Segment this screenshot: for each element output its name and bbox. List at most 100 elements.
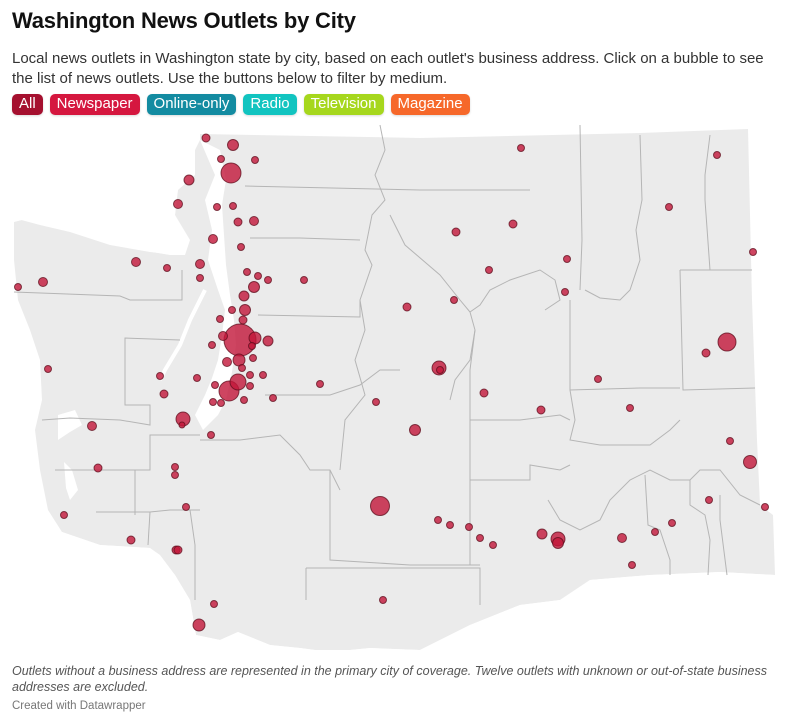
city-bubble[interactable] — [446, 521, 454, 529]
filter-all-button[interactable]: All — [12, 94, 43, 115]
city-bubble[interactable] — [552, 537, 564, 549]
city-bubble[interactable] — [436, 366, 444, 374]
city-bubble[interactable] — [238, 315, 248, 325]
city-bubble[interactable] — [171, 471, 179, 479]
city-bubble[interactable] — [14, 283, 22, 291]
filter-newspaper-button[interactable]: Newspaper — [49, 94, 140, 115]
city-bubble[interactable] — [665, 203, 673, 211]
city-bubble[interactable] — [220, 162, 242, 184]
city-bubble[interactable] — [705, 496, 713, 504]
city-bubble[interactable] — [229, 373, 247, 391]
city-bubble[interactable] — [238, 364, 246, 372]
city-bubble[interactable] — [163, 264, 171, 272]
city-bubble[interactable] — [434, 516, 442, 524]
filter-magazine-button[interactable]: Magazine — [390, 94, 470, 115]
city-bubble[interactable] — [563, 255, 571, 263]
city-bubble[interactable] — [717, 332, 737, 352]
city-bubble[interactable] — [249, 216, 259, 226]
city-bubble[interactable] — [44, 365, 52, 373]
city-bubble[interactable] — [251, 156, 259, 164]
city-bubble[interactable] — [259, 371, 267, 379]
city-bubble[interactable] — [465, 523, 473, 531]
city-bubble[interactable] — [207, 431, 215, 439]
city-bubble[interactable] — [262, 335, 274, 347]
city-bubble[interactable] — [233, 217, 243, 227]
filter-online-only-button[interactable]: Online-only — [146, 94, 237, 115]
city-bubble[interactable] — [38, 277, 48, 287]
city-bubble[interactable] — [409, 424, 421, 436]
city-bubble[interactable] — [156, 372, 164, 380]
city-bubble[interactable] — [561, 288, 569, 296]
city-bubble[interactable] — [761, 503, 769, 511]
city-bubble[interactable] — [508, 219, 518, 229]
city-bubble[interactable] — [248, 342, 256, 350]
city-bubble[interactable] — [208, 341, 216, 349]
city-bubble[interactable] — [264, 276, 272, 284]
city-bubble[interactable] — [196, 274, 204, 282]
city-bubble[interactable] — [222, 357, 232, 367]
city-bubble[interactable] — [536, 528, 548, 540]
city-bubble[interactable] — [229, 202, 237, 210]
city-bubble[interactable] — [246, 371, 254, 379]
city-bubble[interactable] — [246, 382, 254, 390]
city-bubble[interactable] — [178, 421, 186, 429]
city-bubble[interactable] — [209, 398, 217, 406]
city-bubble[interactable] — [243, 268, 251, 276]
city-bubble[interactable] — [173, 545, 183, 555]
city-bubble[interactable] — [173, 199, 183, 209]
city-bubble[interactable] — [651, 528, 659, 536]
filter-television-button[interactable]: Television — [303, 94, 384, 115]
city-bubble[interactable] — [402, 302, 412, 312]
city-bubble[interactable] — [451, 227, 461, 237]
city-bubble[interactable] — [159, 389, 169, 399]
city-bubble[interactable] — [87, 421, 97, 431]
city-bubble[interactable] — [217, 399, 225, 407]
city-bubble[interactable] — [594, 375, 602, 383]
city-bubble[interactable] — [379, 596, 387, 604]
city-bubble[interactable] — [126, 535, 136, 545]
city-bubble[interactable] — [749, 248, 757, 256]
city-bubble[interactable] — [300, 276, 308, 284]
city-bubble[interactable] — [517, 144, 525, 152]
city-bubble[interactable] — [372, 398, 380, 406]
city-bubble[interactable] — [93, 463, 103, 473]
city-bubble[interactable] — [182, 503, 190, 511]
city-bubble[interactable] — [450, 296, 458, 304]
city-bubble[interactable] — [240, 396, 248, 404]
city-bubble[interactable] — [370, 496, 390, 516]
city-bubble[interactable] — [316, 380, 324, 388]
city-bubble[interactable] — [210, 600, 218, 608]
city-bubble[interactable] — [726, 437, 734, 445]
city-bubble[interactable] — [628, 561, 636, 569]
city-bubble[interactable] — [668, 519, 676, 527]
city-bubble[interactable] — [228, 306, 236, 314]
city-bubble[interactable] — [248, 281, 260, 293]
city-bubble[interactable] — [238, 290, 250, 302]
city-bubble[interactable] — [216, 315, 224, 323]
city-bubble[interactable] — [254, 272, 262, 280]
city-bubble[interactable] — [201, 133, 211, 143]
city-bubble[interactable] — [485, 266, 493, 274]
city-bubble[interactable] — [489, 541, 497, 549]
city-bubble[interactable] — [217, 155, 225, 163]
city-bubble[interactable] — [183, 174, 195, 186]
city-bubble[interactable] — [269, 394, 277, 402]
city-bubble[interactable] — [195, 259, 205, 269]
city-bubble[interactable] — [60, 511, 68, 519]
city-bubble[interactable] — [131, 257, 141, 267]
filter-radio-button[interactable]: Radio — [243, 94, 297, 115]
city-bubble[interactable] — [713, 151, 721, 159]
city-bubble[interactable] — [193, 374, 201, 382]
city-bubble[interactable] — [239, 304, 251, 316]
city-bubble[interactable] — [213, 203, 221, 211]
city-bubble[interactable] — [218, 331, 228, 341]
city-bubble[interactable] — [626, 404, 634, 412]
city-bubble[interactable] — [617, 533, 627, 543]
city-bubble[interactable] — [249, 354, 257, 362]
city-bubble[interactable] — [227, 139, 239, 151]
city-bubble[interactable] — [536, 405, 546, 415]
city-bubble[interactable] — [171, 463, 179, 471]
city-bubble[interactable] — [211, 381, 219, 389]
city-bubble[interactable] — [476, 534, 484, 542]
city-bubble[interactable] — [237, 243, 245, 251]
